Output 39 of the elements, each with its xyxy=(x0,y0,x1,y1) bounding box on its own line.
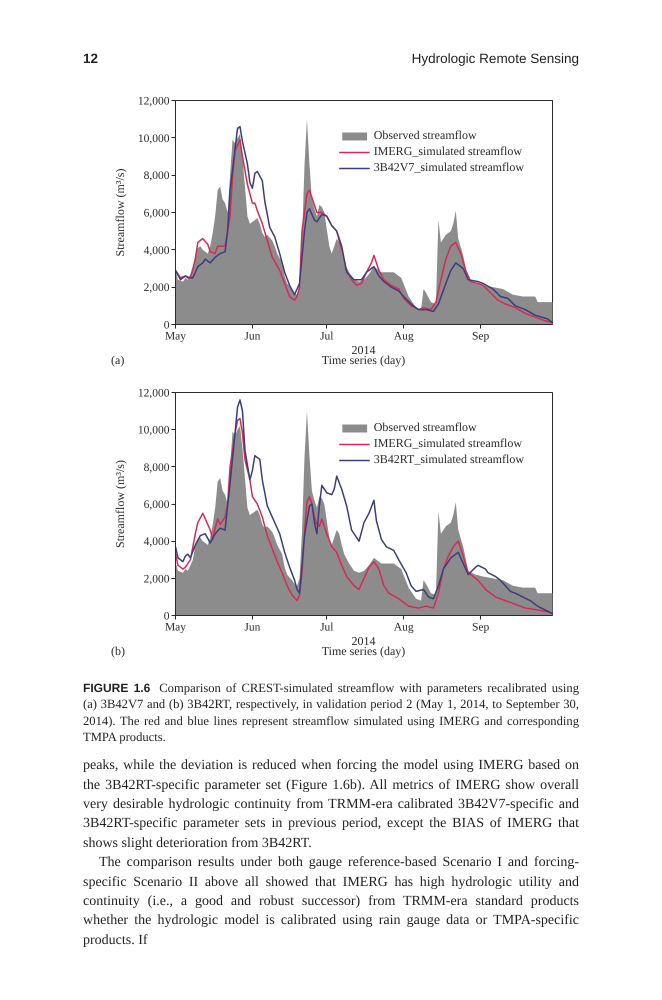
x-tick-label: Sep xyxy=(472,330,490,342)
y-tick-label: 8,000 xyxy=(144,170,170,182)
y-tick-label: 4,000 xyxy=(144,536,170,548)
x-tick-label: Jul xyxy=(320,330,334,342)
y-tick-label: 12,000 xyxy=(138,388,170,400)
y-tick-label: 8,000 xyxy=(144,462,170,474)
text: (b) xyxy=(111,644,125,658)
text: peaks, while the deviation is reduced when forcing the model using IMERG based on the 3B42RT-specific parameter set (Figure 1.6b). All metrics of IMERG show overall very desirable hydrologic continuity from TRMM-era calibrated 3B42V7-specific and 3B42RT-specific parameter sets in previous period, except the BIAS of IMERG that shows slight deterioration from 3B42RT. xyxy=(83,757,579,853)
legend-label: IMERG_simulated streamflow xyxy=(374,144,522,159)
y-tick-label: 4,000 xyxy=(144,244,170,257)
legend-label: IMERG_simulated streamflow xyxy=(374,436,522,451)
x-tick-label: Jul xyxy=(320,622,334,634)
text: Hydrologic Remote Sensing xyxy=(412,51,579,67)
y-tick-label: 2,000 xyxy=(144,282,170,294)
y-axis-title: Streamflow (m³/s) xyxy=(112,460,127,548)
legend-label: 3B42RT_simulated streamflow xyxy=(374,452,524,467)
legend-label: Observed streamflow xyxy=(374,128,477,143)
y-tick-label: 12,000 xyxy=(138,96,170,108)
y-tick-label: 10,000 xyxy=(138,424,170,437)
x-tick-label: Jun xyxy=(244,622,261,634)
y-tick-label: 0 xyxy=(164,320,170,332)
y-tick-label: 2,000 xyxy=(144,573,170,586)
y-tick-label: 0 xyxy=(164,610,170,622)
x-tick-label: Sep xyxy=(472,622,490,634)
text: The comparison results under both gauge reference-based Scenario I and forcing-specific Scenario II above all showed that IMERG has high hydrologic utility and continuity (i.e., a good and robust successor) from TRMM-era standard products whether the hydrologic model is calibrated using rain gauge data or TMPA-specific products. If xyxy=(83,854,579,950)
y-tick-label: 10,000 xyxy=(138,132,170,145)
y-tick-label: 6,000 xyxy=(144,499,170,511)
y-axis-title: Streamflow (m³/s) xyxy=(112,168,127,256)
legend-label: Observed streamflow xyxy=(374,420,477,435)
text: FIGURE 1.6 xyxy=(83,681,150,695)
y-tick-label: 6,000 xyxy=(144,208,170,220)
x-tick-label: Aug xyxy=(394,330,414,342)
legend-label: 3B42V7_simulated streamflow xyxy=(374,160,524,175)
x-tick-label: Jun xyxy=(244,330,261,342)
text: (a) xyxy=(111,353,124,367)
x-tick-label: Aug xyxy=(394,622,414,634)
text: 12 xyxy=(83,51,98,66)
x-tick-label: May xyxy=(164,330,186,342)
x-tick-label: May xyxy=(164,622,186,634)
